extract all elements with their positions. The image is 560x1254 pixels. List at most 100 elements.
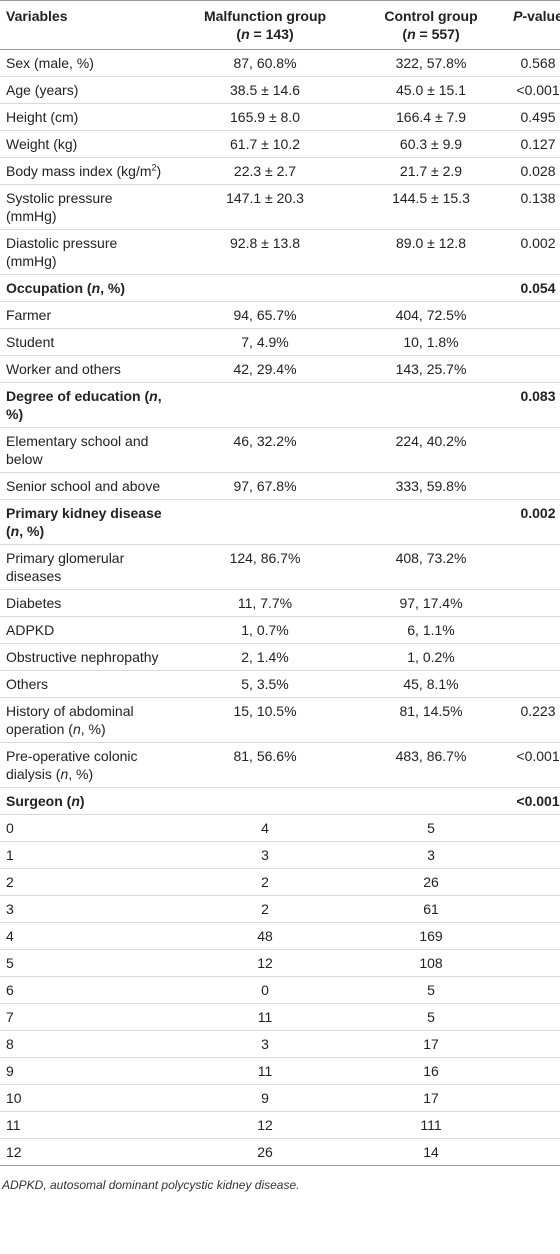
footnote: ADPKD, autosomal dominant polycystic kid… bbox=[2, 1178, 300, 1192]
table-cell: 144.5 ± 15.3 bbox=[358, 184, 504, 230]
table-cell bbox=[504, 895, 560, 923]
text: History of abdominal operation ( bbox=[6, 703, 134, 737]
table-cell: 111 bbox=[358, 1111, 504, 1139]
table-cell: 5 bbox=[0, 949, 172, 977]
table-cell: 0.127 bbox=[504, 130, 560, 158]
table-cell: Student bbox=[0, 328, 172, 356]
table-row: Occupation (n, %) 0.054 bbox=[0, 274, 560, 302]
text: ( bbox=[236, 26, 242, 42]
table-row: Student 7, 4.9% 10, 1.8% bbox=[0, 328, 560, 356]
table-cell: 87, 60.8% bbox=[172, 49, 358, 77]
table-cell: 4 bbox=[0, 922, 172, 950]
table-row: History of abdominal operation (n, %) 15,… bbox=[0, 697, 560, 743]
text: -value bbox=[522, 8, 560, 24]
table-cell: 169 bbox=[358, 922, 504, 950]
table-cell: 0.002 bbox=[504, 229, 560, 275]
table-cell: 0.002 bbox=[504, 499, 560, 545]
header-line: Control group bbox=[364, 7, 498, 25]
table-cell: 147.1 ± 20.3 bbox=[172, 184, 358, 230]
table-cell: 16 bbox=[358, 1057, 504, 1085]
table-cell bbox=[504, 841, 560, 869]
table-cell bbox=[172, 499, 358, 545]
table-cell: 97, 67.8% bbox=[172, 472, 358, 500]
header-cell: P-value bbox=[504, 0, 560, 50]
table-cell: Senior school and above bbox=[0, 472, 172, 500]
table-cell: Body mass index (kg/m2) bbox=[0, 157, 172, 185]
table-body: Sex (male, %) 87, 60.8% 322, 57.8% 0.568 Age… bbox=[0, 49, 560, 1166]
table-row: Systolic pressure (mmHg) 147.1 ± 20.3 144.… bbox=[0, 184, 560, 230]
table-row: 7 11 5 bbox=[0, 1003, 560, 1031]
table-cell: <0.001 bbox=[504, 76, 560, 104]
table-cell: 11 bbox=[172, 1057, 358, 1085]
italic-text: n bbox=[60, 766, 69, 782]
text: Pre-operative colonic dialysis ( bbox=[6, 748, 138, 782]
table-cell: Pre-operative colonic dialysis (n, %) bbox=[0, 742, 172, 788]
table-cell: 3 bbox=[0, 895, 172, 923]
table-row: Elementary school and below 46, 32.2% 224,… bbox=[0, 427, 560, 473]
table-row: Diabetes 11, 7.7% 97, 17.4% bbox=[0, 589, 560, 617]
header-line: P-value bbox=[510, 7, 560, 25]
table-cell: 81, 14.5% bbox=[358, 697, 504, 743]
table-cell: 11 bbox=[172, 1003, 358, 1031]
table-cell bbox=[504, 643, 560, 671]
table-cell bbox=[504, 670, 560, 698]
table-cell: 0.223 bbox=[504, 697, 560, 743]
table-cell: Surgeon (n) bbox=[0, 787, 172, 815]
table-cell: 483, 86.7% bbox=[358, 742, 504, 788]
table-cell: 408, 73.2% bbox=[358, 544, 504, 590]
table-cell: Worker and others bbox=[0, 355, 172, 383]
table-cell: 5 bbox=[358, 814, 504, 842]
table-cell: 166.4 ± 7.9 bbox=[358, 103, 504, 131]
table-row: Surgeon (n) <0.001 bbox=[0, 787, 560, 815]
table-cell bbox=[504, 1003, 560, 1031]
table-cell: 2 bbox=[172, 868, 358, 896]
table-cell: Diabetes bbox=[0, 589, 172, 617]
table-cell: 3 bbox=[172, 1030, 358, 1058]
table-cell: 5 bbox=[358, 1003, 504, 1031]
table-row: Weight (kg) 61.7 ± 10.2 60.3 ± 9.9 0.127 bbox=[0, 130, 560, 158]
header-line: Variables bbox=[6, 7, 166, 25]
table-row: Pre-operative colonic dialysis (n, %) 81,… bbox=[0, 742, 560, 788]
table-cell bbox=[358, 499, 504, 545]
table-cell: 48 bbox=[172, 922, 358, 950]
table-cell: Systolic pressure (mmHg) bbox=[0, 184, 172, 230]
text: , %) bbox=[80, 721, 106, 737]
header-cell: Malfunction group (n = 143) bbox=[172, 0, 358, 50]
table-cell bbox=[504, 868, 560, 896]
table-cell bbox=[504, 1138, 560, 1166]
text: Primary kidney disease ( bbox=[6, 505, 162, 539]
table-cell: <0.001 bbox=[504, 787, 560, 815]
italic-text: n bbox=[72, 721, 81, 737]
table-cell: <0.001 bbox=[504, 742, 560, 788]
text: Degree of education ( bbox=[6, 388, 150, 404]
table-cell bbox=[358, 274, 504, 302]
table-cell: 81, 56.6% bbox=[172, 742, 358, 788]
table-cell: 46, 32.2% bbox=[172, 427, 358, 473]
table-cell: 0.083 bbox=[504, 382, 560, 428]
header-cell: Variables bbox=[0, 0, 172, 50]
table-cell bbox=[358, 382, 504, 428]
table-cell bbox=[504, 589, 560, 617]
table-cell: 9 bbox=[172, 1084, 358, 1112]
table-cell: History of abdominal operation (n, %) bbox=[0, 697, 172, 743]
italic-text: n bbox=[149, 388, 158, 404]
table-cell: 10 bbox=[0, 1084, 172, 1112]
table-cell: 10, 1.8% bbox=[358, 328, 504, 356]
table-cell bbox=[172, 274, 358, 302]
table-cell: 11, 7.7% bbox=[172, 589, 358, 617]
table-cell: Sex (male, %) bbox=[0, 49, 172, 77]
table-cell bbox=[504, 1030, 560, 1058]
table-row: Primary glomerular diseases 124, 86.7% 408… bbox=[0, 544, 560, 590]
table-cell: 2, 1.4% bbox=[172, 643, 358, 671]
table-cell: Elementary school and below bbox=[0, 427, 172, 473]
table-row: Height (cm) 165.9 ± 8.0 166.4 ± 7.9 0.495 bbox=[0, 103, 560, 131]
table-cell: 404, 72.5% bbox=[358, 301, 504, 329]
table-cell bbox=[172, 787, 358, 815]
table-cell: 2 bbox=[172, 895, 358, 923]
table-cell bbox=[504, 355, 560, 383]
header-line: Malfunction group bbox=[178, 7, 352, 25]
table-row: Age (years) 38.5 ± 14.6 45.0 ± 15.1 <0.001 bbox=[0, 76, 560, 104]
table-cell: 322, 57.8% bbox=[358, 49, 504, 77]
